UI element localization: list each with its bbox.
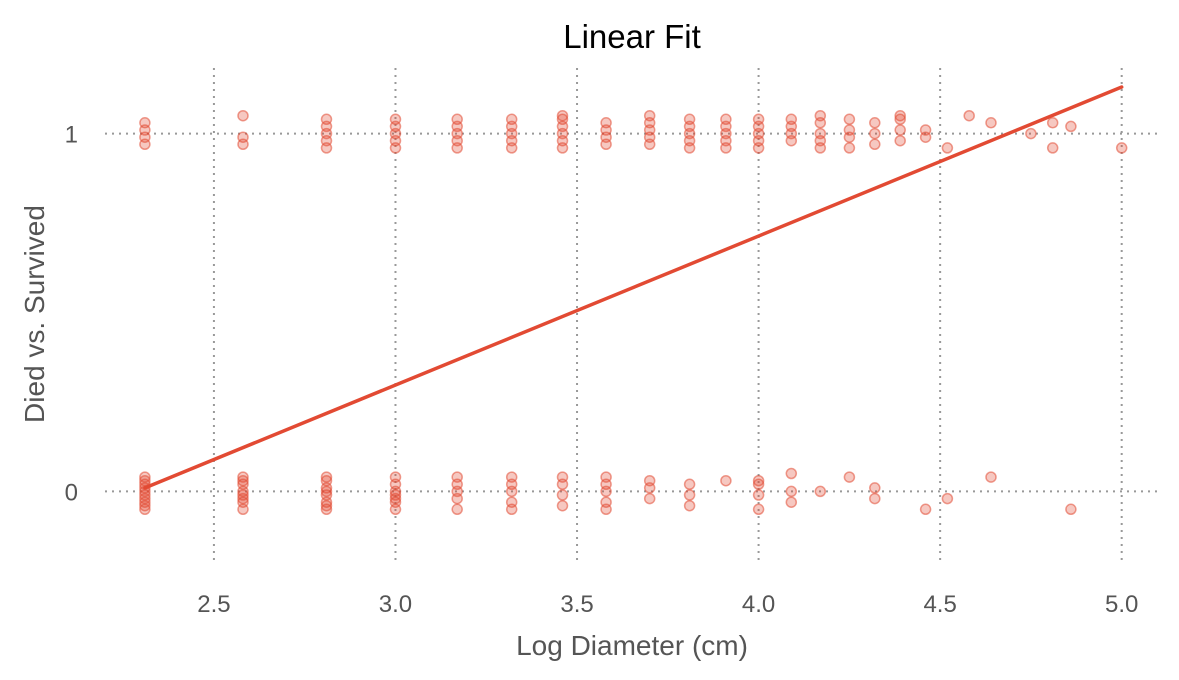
data-point bbox=[785, 467, 798, 480]
data-point bbox=[869, 482, 881, 494]
data-point bbox=[1115, 142, 1128, 154]
data-point bbox=[869, 492, 881, 505]
data-point bbox=[237, 474, 249, 487]
x-axis-label: Log Diameter (cm) bbox=[516, 630, 748, 661]
data-point bbox=[894, 113, 906, 126]
data-point bbox=[752, 474, 765, 487]
y-axis-label: Died vs. Survived bbox=[19, 205, 50, 423]
data-point bbox=[683, 113, 696, 126]
data-point bbox=[683, 489, 696, 501]
data-point bbox=[683, 499, 696, 512]
data-point bbox=[843, 124, 856, 136]
data-point bbox=[643, 474, 656, 487]
data-point bbox=[320, 471, 333, 483]
data-point bbox=[683, 478, 696, 491]
x-tick-label: 3.0 bbox=[379, 591, 412, 618]
x-tick-label: 5.0 bbox=[1105, 591, 1138, 618]
data-point bbox=[600, 496, 612, 508]
data-point bbox=[894, 109, 906, 122]
data-point bbox=[752, 503, 765, 516]
data-point bbox=[320, 474, 333, 487]
data-point bbox=[451, 503, 463, 516]
data-point bbox=[919, 503, 932, 516]
data-point bbox=[843, 471, 856, 483]
data-point bbox=[869, 127, 881, 140]
y-tick-label: 0 bbox=[65, 479, 78, 506]
data-point bbox=[556, 499, 569, 512]
data-point bbox=[320, 113, 333, 126]
data-point bbox=[237, 109, 249, 122]
fit-line bbox=[143, 85, 1124, 490]
data-point bbox=[556, 471, 569, 483]
data-point bbox=[556, 113, 569, 126]
data-point bbox=[919, 124, 932, 136]
data-point bbox=[963, 109, 975, 122]
x-tick-label: 4.5 bbox=[923, 591, 956, 618]
data-point bbox=[941, 492, 954, 505]
data-point bbox=[814, 109, 827, 122]
data-point bbox=[785, 485, 798, 498]
data-point bbox=[869, 117, 881, 129]
data-point bbox=[139, 474, 151, 487]
chart-title: Linear Fit bbox=[563, 18, 701, 55]
data-point bbox=[1046, 142, 1059, 154]
data-point bbox=[720, 474, 732, 487]
data-point bbox=[600, 117, 612, 129]
data-point bbox=[451, 471, 463, 483]
x-tick-label: 4.0 bbox=[742, 591, 775, 618]
data-point bbox=[139, 499, 151, 512]
data-point bbox=[752, 113, 765, 126]
x-tick-label: 3.5 bbox=[560, 591, 593, 618]
data-point bbox=[985, 471, 997, 483]
data-points bbox=[139, 109, 1128, 516]
data-point bbox=[843, 113, 856, 126]
data-point bbox=[451, 113, 463, 126]
data-point bbox=[869, 138, 881, 151]
data-point bbox=[785, 113, 798, 126]
data-point bbox=[814, 485, 827, 498]
data-point bbox=[894, 134, 906, 147]
data-point bbox=[985, 117, 997, 129]
data-point bbox=[894, 124, 906, 136]
data-point bbox=[752, 478, 765, 491]
data-point bbox=[720, 113, 732, 126]
tick-labels: 2.5 3.0 3.5 4.0 4.5 5.0 0 1 bbox=[65, 122, 1139, 618]
data-point bbox=[389, 492, 402, 505]
data-point bbox=[843, 142, 856, 154]
fit-line-group bbox=[143, 85, 1124, 490]
data-point bbox=[389, 113, 402, 126]
data-point bbox=[237, 131, 249, 143]
data-point bbox=[139, 471, 151, 483]
data-point bbox=[1065, 120, 1077, 133]
data-point bbox=[785, 496, 798, 508]
grid-lines bbox=[105, 68, 1158, 563]
data-point bbox=[752, 489, 765, 501]
data-point bbox=[505, 113, 518, 126]
data-point bbox=[237, 471, 249, 483]
data-point bbox=[237, 492, 249, 505]
data-point bbox=[814, 127, 827, 140]
data-point bbox=[320, 499, 333, 512]
data-point bbox=[139, 117, 151, 129]
data-point bbox=[556, 109, 569, 122]
data-point bbox=[643, 492, 656, 505]
data-point bbox=[1025, 127, 1037, 140]
data-point bbox=[643, 109, 656, 122]
y-tick-label: 1 bbox=[65, 122, 78, 149]
data-point bbox=[600, 471, 612, 483]
data-point bbox=[1046, 117, 1059, 129]
data-point bbox=[556, 489, 569, 501]
data-point bbox=[941, 142, 954, 154]
data-point bbox=[505, 471, 518, 483]
x-tick-label: 2.5 bbox=[197, 591, 230, 618]
data-point bbox=[389, 471, 402, 483]
data-point bbox=[1065, 503, 1077, 516]
data-point bbox=[505, 496, 518, 508]
